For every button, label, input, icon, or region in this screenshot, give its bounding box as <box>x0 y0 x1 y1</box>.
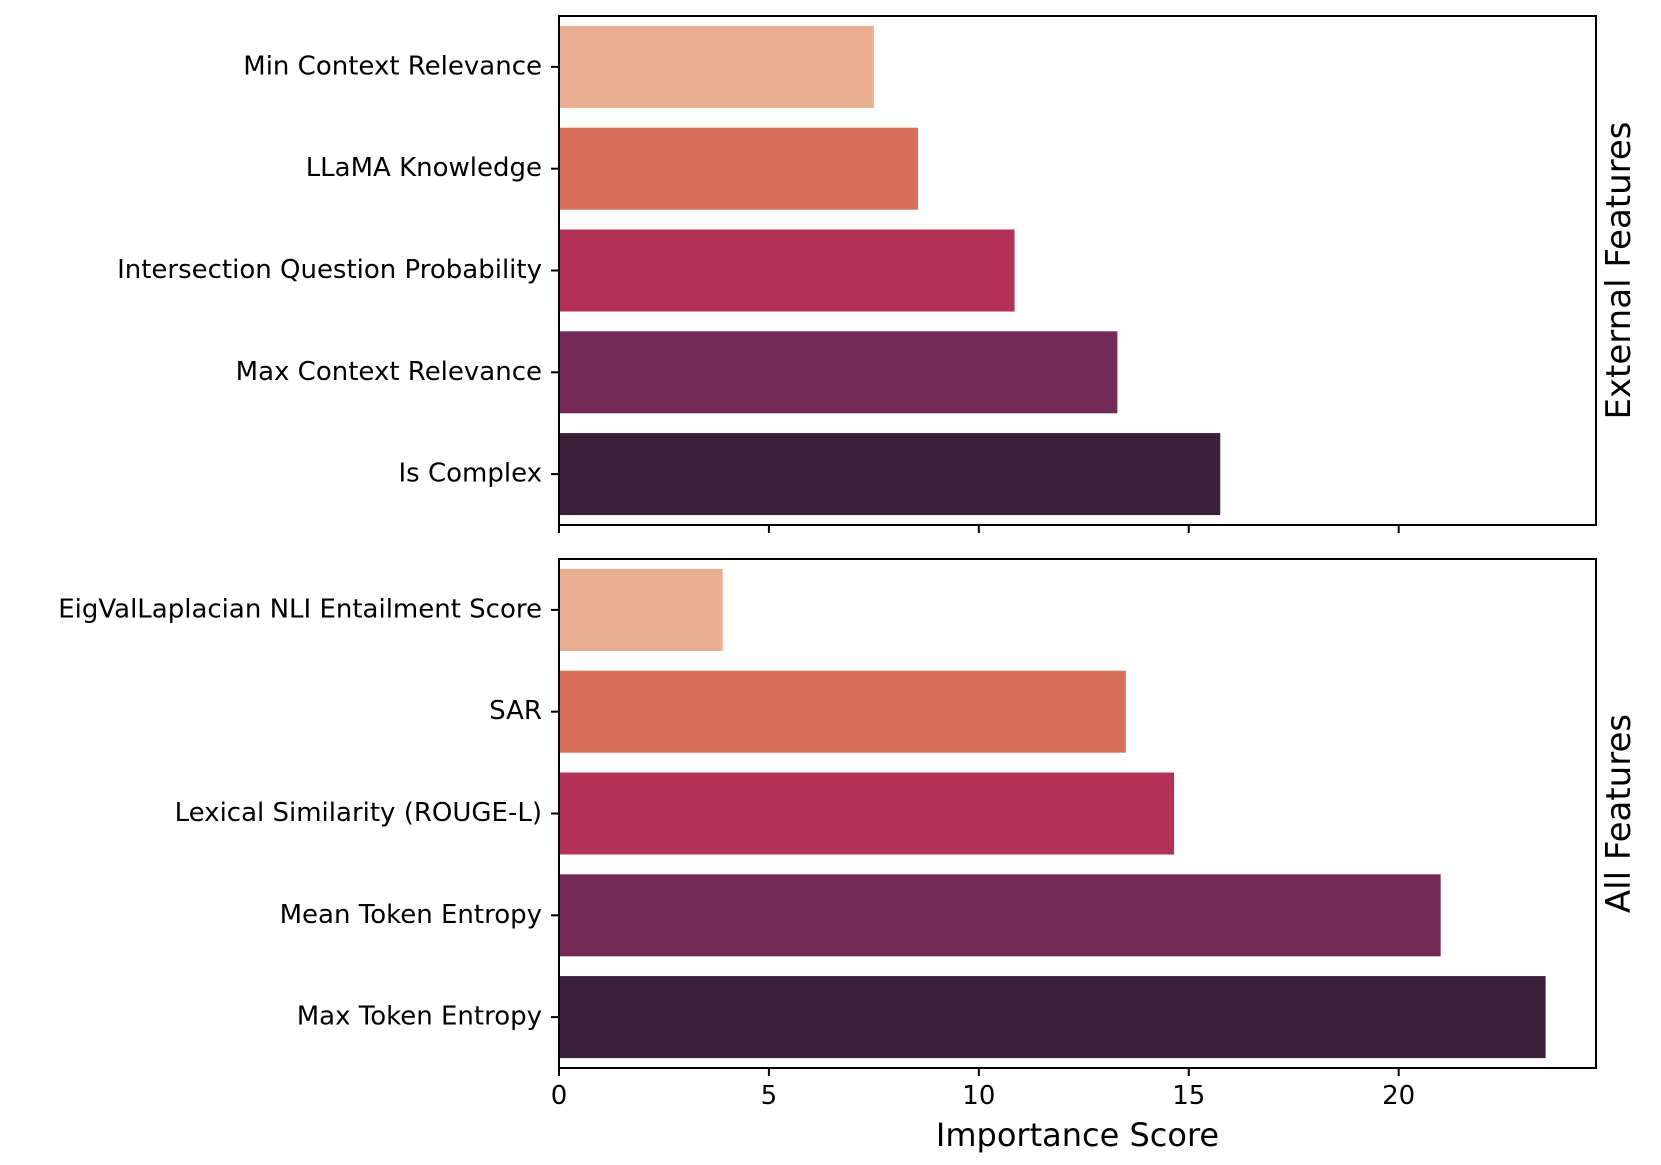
bar <box>559 229 1015 312</box>
panel-frame <box>558 15 1597 526</box>
bar <box>559 772 1175 855</box>
panel-frame <box>558 558 1597 1069</box>
x-tick-label: 0 <box>551 1081 568 1111</box>
y-tick-label: SAR <box>489 696 542 726</box>
y-tick-label: Lexical Similarity (ROUGE-L) <box>175 798 542 828</box>
bar <box>559 331 1118 414</box>
bar <box>559 874 1441 957</box>
y-tick-label: Intersection Question Probability <box>117 255 542 285</box>
facet-label: All Features <box>1599 714 1639 913</box>
x-tick-label: 15 <box>1172 1081 1205 1111</box>
bar <box>559 25 874 108</box>
bar <box>559 976 1546 1059</box>
y-tick-label: Min Context Relevance <box>243 51 542 81</box>
y-tick-label: LLaMA Knowledge <box>306 153 542 183</box>
y-tick-label: Mean Token Entropy <box>280 900 542 930</box>
bar <box>559 127 918 210</box>
x-tick-label: 5 <box>761 1081 778 1111</box>
bar <box>559 670 1126 753</box>
y-tick-label: Max Context Relevance <box>236 357 542 387</box>
x-axis-title: Importance Score <box>936 1116 1219 1154</box>
facet-label: External Features <box>1599 121 1639 419</box>
x-tick-label: 10 <box>962 1081 995 1111</box>
y-tick-label: EigValLaplacian NLI Entailment Score <box>58 594 542 624</box>
y-tick-label: Max Token Entropy <box>297 1002 542 1032</box>
bar <box>559 433 1221 516</box>
bar <box>559 568 723 651</box>
y-tick-label: Is Complex <box>398 459 542 489</box>
x-tick-label: 20 <box>1382 1081 1415 1111</box>
